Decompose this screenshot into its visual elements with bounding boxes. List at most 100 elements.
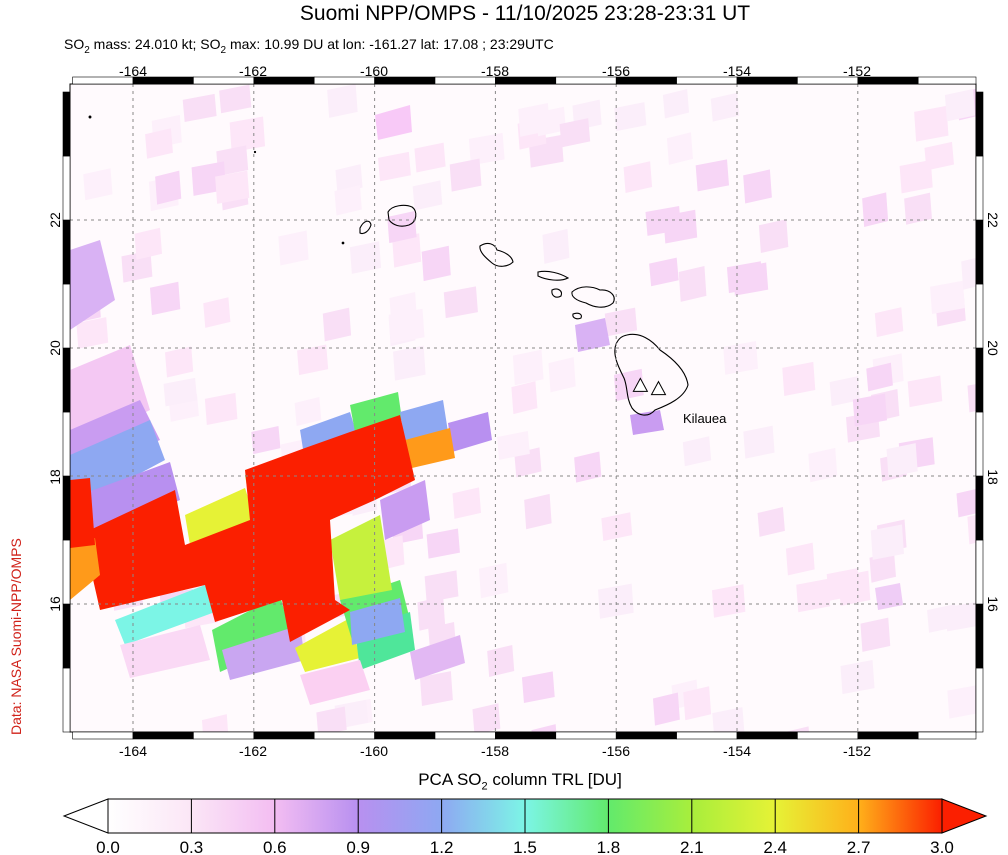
frame-bar-segment bbox=[676, 731, 738, 740]
low-value-pixel bbox=[392, 233, 422, 268]
low-value-pixel bbox=[316, 706, 347, 732]
max-subscript: 2 bbox=[220, 44, 227, 56]
low-value-pixel bbox=[419, 671, 453, 707]
graticule bbox=[70, 84, 976, 732]
colorbar-title-prefix: PCA SO bbox=[418, 770, 482, 789]
left-lat-label: 18 bbox=[47, 469, 63, 485]
low-value-pixel bbox=[869, 551, 897, 583]
low-value-pixel bbox=[678, 265, 707, 302]
low-value-pixel bbox=[417, 596, 446, 631]
top-lon-label: -156 bbox=[602, 63, 630, 79]
tiny-islet bbox=[253, 150, 257, 154]
low-value-pixel bbox=[652, 692, 680, 726]
map-title: Suomi NPP/OMPS - 11/10/2025 23:28-23:31 … bbox=[299, 2, 751, 25]
low-value-pixel bbox=[478, 562, 509, 599]
low-value-pixel bbox=[518, 103, 550, 137]
frame-bar-segment bbox=[975, 91, 984, 157]
colorbar-high-arrow bbox=[941, 798, 988, 834]
low-value-pixel bbox=[840, 660, 875, 695]
low-value-pixel bbox=[967, 384, 976, 413]
low-value-pixel bbox=[511, 381, 538, 415]
low-value-pixel bbox=[914, 105, 949, 142]
low-value-pixel bbox=[695, 159, 730, 192]
colorbar-low-arrow bbox=[62, 798, 109, 834]
frame-bar-segment bbox=[975, 155, 984, 221]
low-value-pixel bbox=[726, 261, 763, 294]
low-value-pixel bbox=[163, 377, 198, 407]
east-pink-pixel bbox=[875, 583, 903, 610]
low-value-pixel bbox=[666, 132, 693, 165]
low-value-pixel bbox=[414, 142, 446, 173]
low-value-pixel bbox=[542, 228, 570, 264]
colorbar-tick-label: 3.0 bbox=[930, 838, 954, 855]
plume-blue-east bbox=[400, 400, 448, 442]
plume-orange-east bbox=[405, 428, 455, 468]
low-value-pixel bbox=[204, 392, 238, 426]
kauai-coast bbox=[387, 204, 417, 227]
low-value-pixel bbox=[924, 141, 954, 171]
low-value-pixel bbox=[149, 281, 181, 316]
low-value-pixel bbox=[967, 514, 976, 545]
top-lon-label: -152 bbox=[843, 63, 871, 79]
bottom-lon-label: -158 bbox=[481, 743, 509, 759]
low-value-pixel bbox=[574, 451, 602, 483]
low-value-pixel bbox=[956, 489, 976, 518]
frame-bar-segment bbox=[615, 76, 677, 85]
low-value-pixel bbox=[613, 368, 644, 402]
low-value-pixel bbox=[710, 92, 740, 122]
low-value-pixel bbox=[826, 568, 860, 601]
frame-bar-segment bbox=[857, 731, 919, 740]
frame-bar-segment bbox=[313, 76, 375, 85]
bottom-lon-label: -154 bbox=[723, 743, 751, 759]
frame-bar-segment bbox=[62, 667, 71, 733]
low-value-pixel bbox=[524, 493, 552, 530]
low-value-pixel bbox=[930, 280, 965, 315]
plume-pink-south-2 bbox=[300, 660, 370, 705]
frame-bar-segment bbox=[132, 76, 194, 85]
low-value-pixel bbox=[472, 703, 501, 732]
low-value-pixel bbox=[145, 128, 173, 159]
low-value-pixel bbox=[134, 227, 163, 260]
colorbar-tick-label: 1.2 bbox=[430, 838, 454, 855]
plume-orange-west bbox=[70, 538, 100, 600]
frame-bar-segment bbox=[72, 731, 134, 740]
frame-bar-segment bbox=[975, 539, 984, 605]
bottom-lon-label: -164 bbox=[119, 743, 147, 759]
low-value-pixel bbox=[757, 507, 785, 537]
low-value-pixel bbox=[334, 185, 362, 216]
bottom-lon-label: -162 bbox=[239, 743, 267, 759]
plume-yellow-north bbox=[185, 488, 255, 545]
colorbar-tick-label: 0.0 bbox=[96, 838, 120, 855]
frame-bar-segment bbox=[374, 731, 436, 740]
frame-bar-segment bbox=[434, 76, 496, 85]
low-value-pixel bbox=[852, 393, 888, 427]
kahoolawe-coast bbox=[572, 312, 582, 320]
low-value-pixel bbox=[424, 570, 459, 603]
top-lon-label: -158 bbox=[481, 63, 509, 79]
right-lat-label: 20 bbox=[985, 340, 1001, 356]
bottom-lon-label: -152 bbox=[843, 743, 871, 759]
low-value-pixel bbox=[452, 487, 482, 519]
plume-fringe-blue bbox=[70, 420, 165, 500]
plume-purple-fringe-east bbox=[380, 480, 430, 540]
low-value-pixel bbox=[421, 245, 451, 282]
frame-bar-segment bbox=[495, 76, 557, 85]
frame-bar-segment bbox=[797, 731, 859, 740]
low-value-pixel bbox=[614, 102, 647, 132]
lanai-coast bbox=[551, 288, 562, 298]
colorbar-title: PCA SO2 column TRL [DU] bbox=[0, 770, 1008, 792]
low-value-pixel bbox=[829, 376, 861, 407]
left-lat-label: 16 bbox=[47, 596, 63, 612]
low-value-pixel bbox=[682, 436, 712, 467]
plume-pink-south-1 bbox=[120, 625, 210, 678]
low-value-pixel bbox=[219, 84, 252, 114]
low-value-pixel bbox=[758, 219, 789, 253]
so2-plume bbox=[70, 105, 903, 705]
frame-bar-segment bbox=[62, 539, 71, 605]
frame-bar-segment bbox=[62, 475, 71, 541]
low-value-pixel bbox=[412, 180, 443, 211]
frame-bar-segment bbox=[62, 283, 71, 349]
low-value-pixel bbox=[548, 357, 576, 393]
volcano-markers bbox=[632, 377, 667, 396]
frame-bar-segment bbox=[975, 347, 984, 413]
